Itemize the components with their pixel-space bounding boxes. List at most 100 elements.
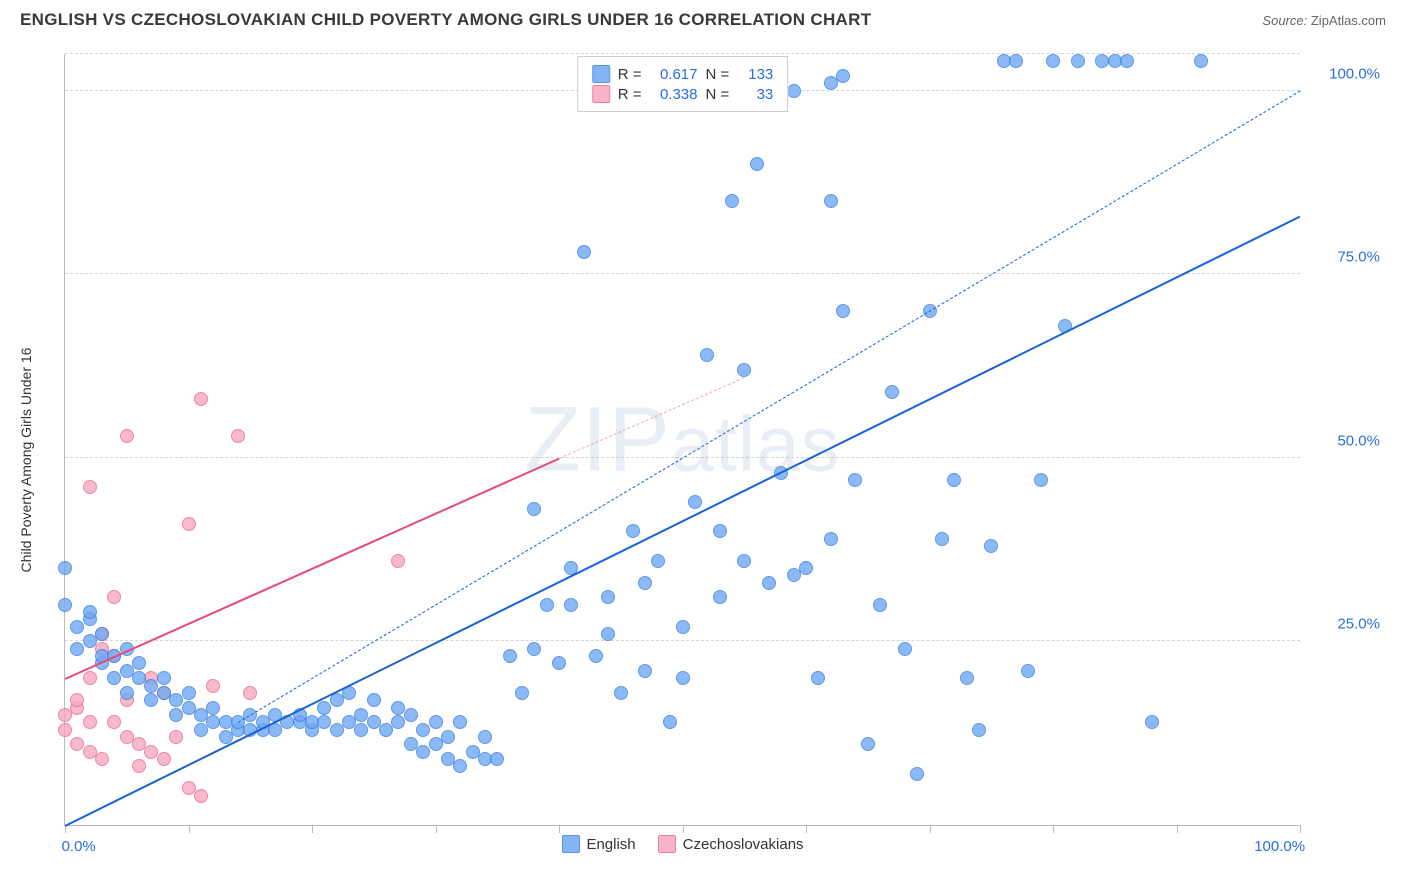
n-label: N = [706,66,730,83]
data-point-czech [95,752,109,766]
swatch-czech-icon [592,85,610,103]
data-point-english [577,245,591,259]
trend-line [559,377,745,459]
data-point-english [490,752,504,766]
data-point-english [404,708,418,722]
data-point-english [799,561,813,575]
data-point-english [453,759,467,773]
data-point-english [750,157,764,171]
data-point-czech [83,671,97,685]
n-label: N = [706,86,730,103]
data-point-english [1120,54,1134,68]
swatch-english-icon [561,835,579,853]
y-tick-label: 25.0% [1310,616,1380,633]
data-point-english [95,627,109,641]
data-point-english [429,715,443,729]
x-tick [189,825,190,833]
data-point-english [503,649,517,663]
legend-stats-row-czech: R = 0.338 N = 33 [592,85,774,103]
x-tick [559,825,560,833]
data-point-english [836,69,850,83]
data-point-english [638,664,652,678]
data-point-english [614,686,628,700]
data-point-czech [58,723,72,737]
data-point-czech [120,429,134,443]
trend-line [65,458,560,680]
trend-line [65,216,1301,827]
data-point-english [898,642,912,656]
x-tick [312,825,313,833]
data-point-english [935,532,949,546]
x-tick-label: 0.0% [62,838,96,855]
data-point-english [885,385,899,399]
data-point-english [367,693,381,707]
data-point-english [663,715,677,729]
data-point-english [713,524,727,538]
data-point-english [836,304,850,318]
data-point-english [182,686,196,700]
data-point-english [206,701,220,715]
data-point-czech [83,480,97,494]
data-point-english [601,590,615,604]
x-tick [806,825,807,833]
data-point-english [564,598,578,612]
source-credit: Source: ZipAtlas.com [1262,13,1386,28]
y-axis-label: Child Poverty Among Girls Under 16 [18,348,34,573]
data-point-czech [194,392,208,406]
n-value-czech: 33 [737,86,773,103]
trend-line [238,91,1301,723]
data-point-english [824,76,838,90]
data-point-english [848,473,862,487]
data-point-czech [182,517,196,531]
x-tick-label: 100.0% [1254,838,1305,855]
r-label: R = [618,86,642,103]
legend-stats-row-english: R = 0.617 N = 133 [592,65,774,83]
data-point-english [700,348,714,362]
data-point-english [787,84,801,98]
data-point-english [1009,54,1023,68]
r-value-english: 0.617 [650,66,698,83]
data-point-english [861,737,875,751]
data-point-czech [243,686,257,700]
data-point-english [120,686,134,700]
swatch-english-icon [592,65,610,83]
legend-label-english: English [586,836,635,853]
data-point-czech [132,759,146,773]
data-point-english [947,473,961,487]
data-point-english [453,715,467,729]
data-point-english [676,620,690,634]
data-point-english [132,656,146,670]
data-point-english [83,605,97,619]
x-tick [683,825,684,833]
data-point-english [713,590,727,604]
data-point-czech [206,679,220,693]
y-tick-label: 50.0% [1310,432,1380,449]
data-point-english [1194,54,1208,68]
data-point-english [1021,664,1035,678]
data-point-czech [70,693,84,707]
data-point-czech [391,554,405,568]
data-point-english [157,671,171,685]
data-point-english [540,598,554,612]
legend-item-english: English [561,835,635,853]
data-point-english [626,524,640,538]
x-tick [1300,825,1301,833]
data-point-english [1071,54,1085,68]
data-point-english [688,495,702,509]
y-tick-label: 75.0% [1310,249,1380,266]
data-point-english [478,730,492,744]
r-value-czech: 0.338 [650,86,698,103]
x-tick [1177,825,1178,833]
data-point-english [972,723,986,737]
legend-stats: R = 0.617 N = 133 R = 0.338 N = 33 [577,56,789,112]
gridline [65,273,1300,274]
source-label: Source: [1262,13,1307,28]
data-point-english [589,649,603,663]
data-point-english [638,576,652,590]
legend-label-czech: Czechoslovakians [683,836,804,853]
data-point-english [725,194,739,208]
legend-series: English Czechoslovakians [561,835,803,853]
gridline [65,640,1300,641]
data-point-english [527,502,541,516]
data-point-english [58,561,72,575]
